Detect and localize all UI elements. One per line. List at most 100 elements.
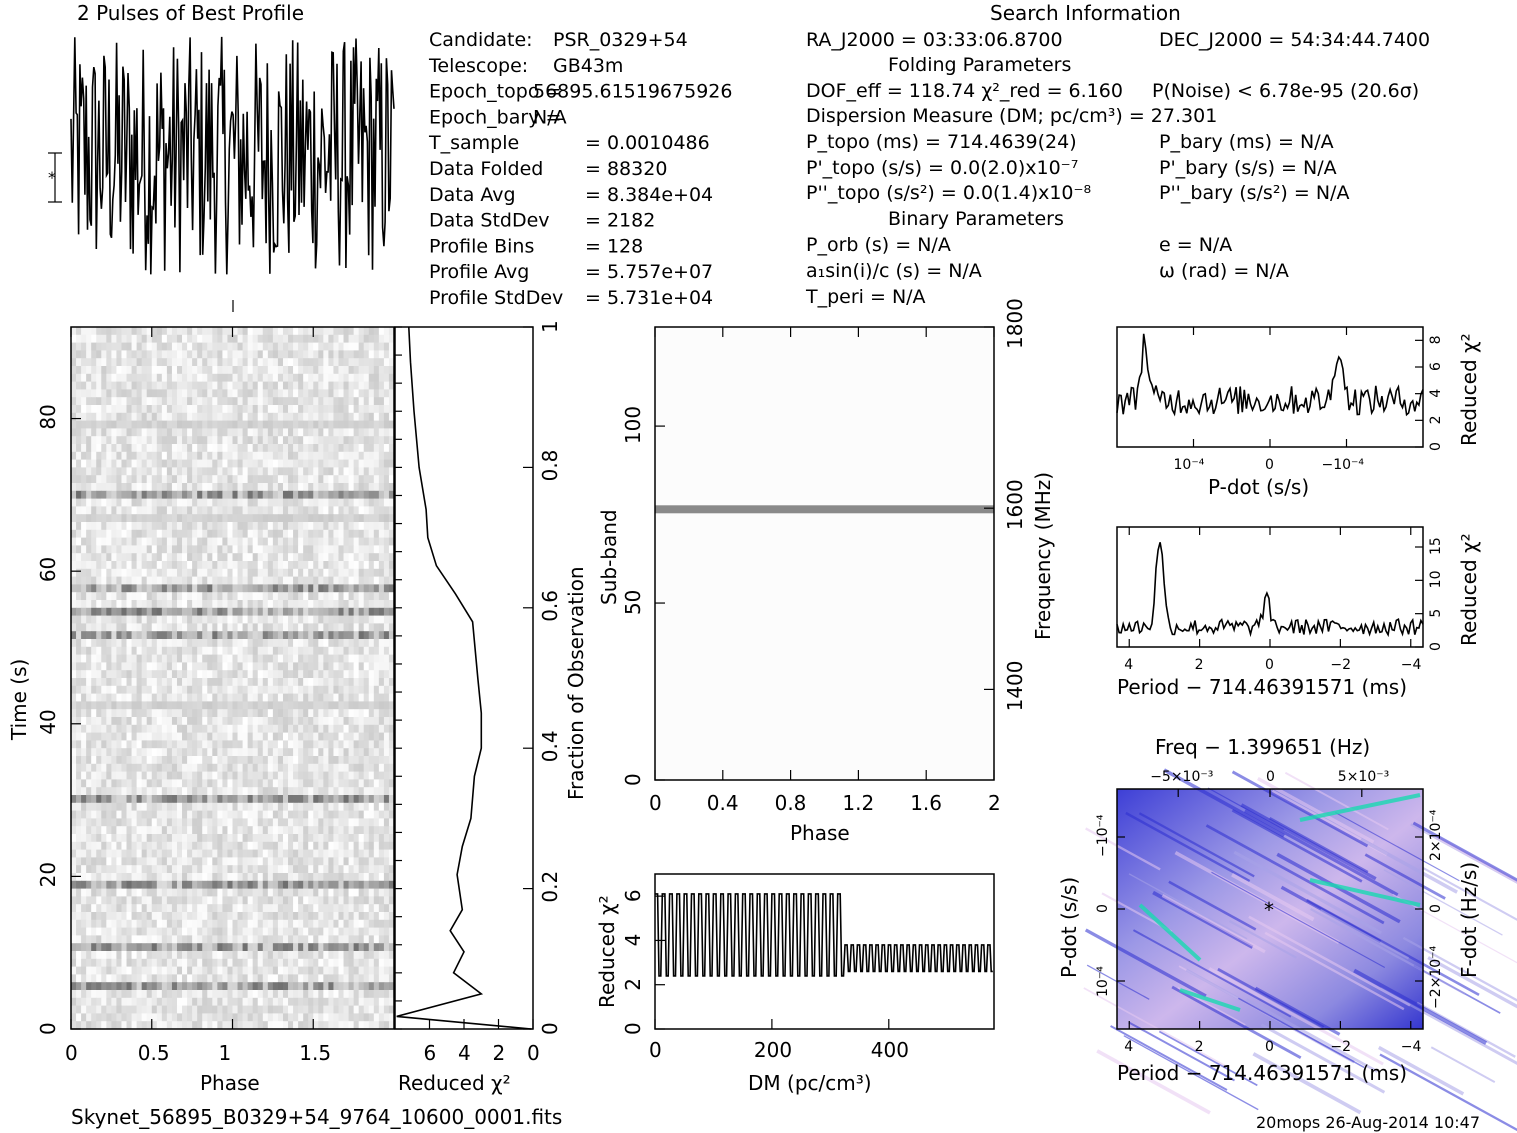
time-phase-cell	[252, 623, 259, 632]
time-phase-cell	[136, 787, 143, 796]
time-phase-cell	[207, 748, 213, 757]
time-phase-cell	[151, 639, 158, 648]
time-phase-cell	[338, 818, 344, 827]
time-phase-cell	[156, 350, 163, 359]
time-phase-cell	[363, 748, 370, 757]
time-phase-cell	[237, 818, 243, 827]
time-phase-cell	[363, 397, 370, 406]
time-phase-cell	[96, 678, 102, 687]
time-phase-cell	[101, 880, 107, 889]
time-phase-cell	[318, 779, 324, 788]
time-phase-cell	[151, 771, 158, 780]
time-phase-cell	[298, 381, 304, 390]
time-phase-cell	[222, 420, 228, 429]
time-phase-cell	[237, 600, 243, 609]
time-phase-cell	[121, 646, 127, 655]
time-phase-cell	[76, 607, 82, 616]
time-phase-cell	[358, 561, 365, 570]
time-phase-cell	[343, 717, 349, 726]
time-phase-cell	[141, 381, 148, 390]
time-phase-cell	[151, 919, 158, 928]
time-phase-cell	[257, 646, 264, 655]
time-phase-cell	[227, 849, 233, 858]
time-phase-cell	[131, 358, 138, 367]
time-phase-cell	[262, 568, 269, 577]
time-phase-cell	[277, 366, 284, 375]
time-phase-cell	[318, 373, 324, 382]
time-phase-cell	[76, 904, 82, 913]
time-phase-cell	[166, 529, 173, 538]
time-phase-cell	[378, 678, 385, 687]
time-phase-cell	[96, 763, 102, 772]
time-phase-cell	[197, 350, 203, 359]
time-phase-cell	[96, 607, 102, 616]
time-phase-cell	[171, 670, 178, 679]
time-phase-cell	[146, 623, 153, 632]
time-phase-cell	[388, 670, 395, 679]
time-phase-cell	[383, 771, 390, 780]
time-phase-cell	[388, 880, 395, 889]
time-phase-cell	[136, 662, 143, 671]
time-phase-cell	[171, 724, 178, 733]
time-phase-cell	[121, 529, 127, 538]
time-phase-cell	[207, 467, 213, 476]
time-phase-cell	[232, 826, 238, 835]
time-phase-cell	[86, 389, 92, 398]
time-phase-cell	[363, 381, 370, 390]
time-phase-cell	[192, 724, 198, 733]
time-phase-cell	[166, 927, 173, 936]
time-phase-cell	[141, 451, 148, 460]
time-phase-cell	[288, 389, 294, 398]
time-phase-cell	[298, 654, 304, 663]
time-phase-cell	[217, 444, 223, 453]
time-phase-cell	[101, 412, 107, 421]
time-phase-cell	[207, 834, 213, 843]
time-phase-cell	[192, 880, 198, 889]
time-phase-cell	[192, 389, 198, 398]
time-phase-cell	[212, 436, 218, 445]
time-phase-cell	[313, 436, 319, 445]
time-phase-cell	[81, 498, 87, 507]
time-phase-cell	[116, 857, 122, 866]
time-phase-cell	[217, 771, 223, 780]
time-phase-cell	[333, 693, 339, 702]
time-phase-cell	[313, 451, 319, 460]
time-phase-cell	[368, 350, 375, 359]
time-phase-cell	[323, 600, 329, 609]
time-phase-cell	[222, 717, 228, 726]
time-phase-cell	[176, 475, 183, 484]
time-phase-cell	[207, 498, 213, 507]
time-phase-cell	[338, 639, 344, 648]
time-phase-cell	[232, 444, 238, 453]
time-phase-cell	[313, 763, 319, 772]
time-phase-cell	[141, 639, 148, 648]
time-phase-cell	[237, 529, 243, 538]
time-phase-cell	[257, 592, 264, 601]
time-phase-cell	[96, 483, 102, 492]
time-phase-cell	[348, 748, 355, 757]
time-phase-cell	[141, 685, 148, 694]
time-phase-cell	[313, 475, 319, 484]
time-phase-cell	[151, 693, 158, 702]
time-phase-cell	[156, 397, 163, 406]
time-phase-cell	[252, 888, 259, 897]
time-phase-cell	[277, 397, 284, 406]
time-phase-cell	[86, 522, 92, 531]
time-phase-cell	[126, 436, 132, 445]
pdbary-text: P'_bary (s/s) = N/A	[1159, 157, 1337, 179]
time-phase-cell	[262, 740, 269, 749]
time-phase-cell	[126, 912, 132, 921]
time-phase-cell	[288, 420, 294, 429]
time-phase-cell	[232, 405, 238, 414]
time-phase-cell	[156, 451, 163, 460]
time-phase-cell	[308, 841, 314, 850]
pbary-text: P_bary (ms) = N/A	[1159, 131, 1334, 153]
time-phase-cell	[257, 381, 264, 390]
time-phase-cell	[313, 834, 319, 843]
time-phase-cell	[288, 436, 294, 445]
time-phase-cell	[343, 670, 349, 679]
time-phase-cell	[252, 467, 259, 476]
time-phase-cell	[343, 545, 349, 554]
time-phase-cell	[328, 553, 334, 562]
time-phase-cell	[86, 834, 92, 843]
